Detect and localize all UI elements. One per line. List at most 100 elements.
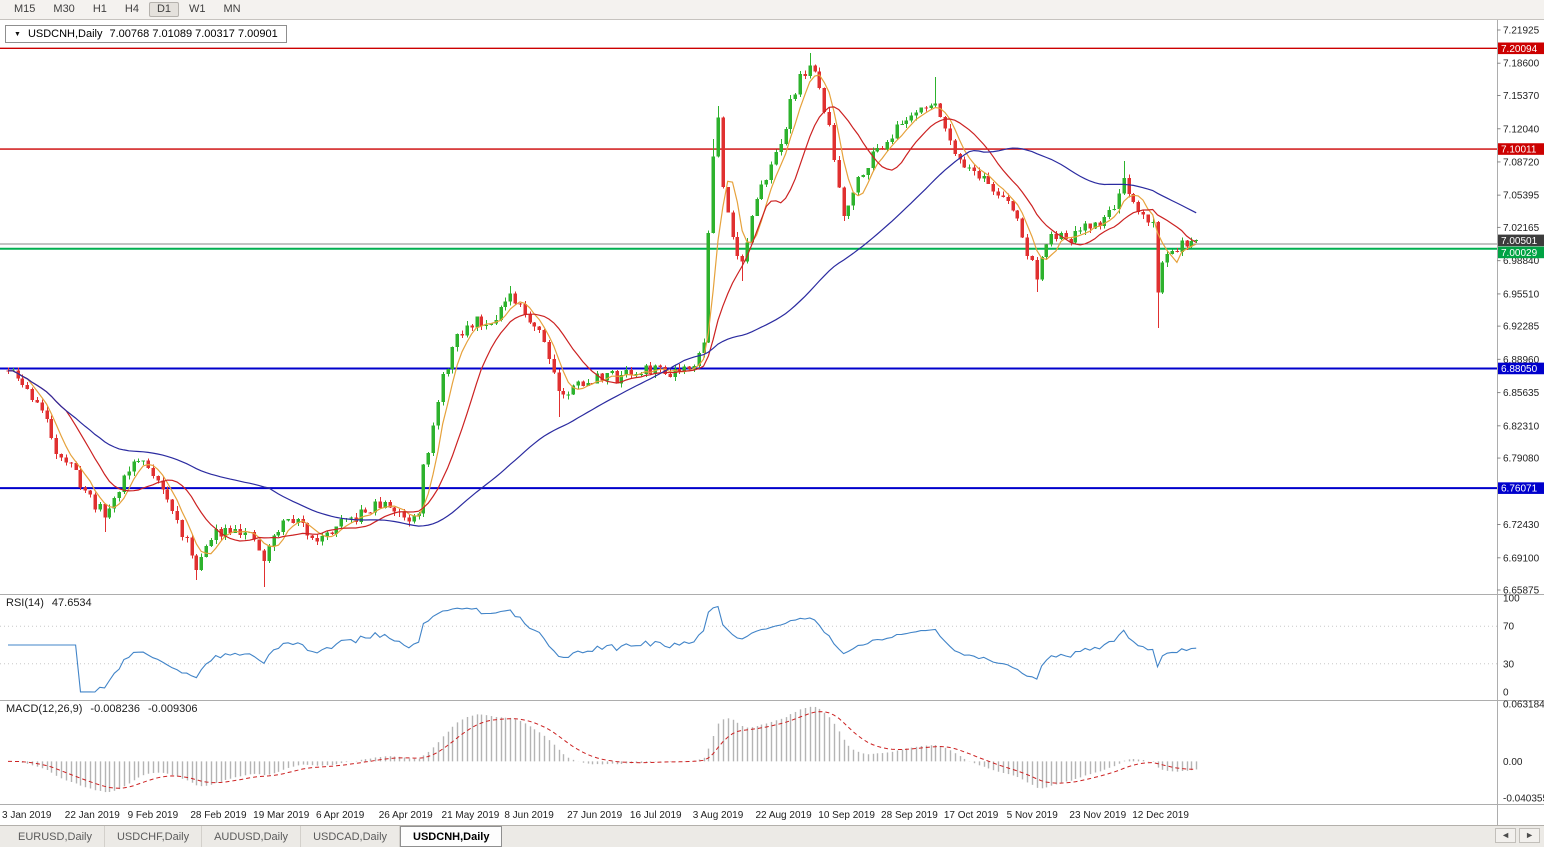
svg-text:6.98840: 6.98840: [1503, 256, 1540, 267]
svg-text:6.65875: 6.65875: [1503, 586, 1540, 597]
panel-separators: [0, 20, 1544, 825]
timeframe-button-d1[interactable]: D1: [148, 2, 179, 17]
svg-text:10 Sep 2019: 10 Sep 2019: [818, 810, 875, 821]
price-axis[interactable]: 7.21925 7.18600 7.15370 7.12040 7.08720 7.053…: [1497, 26, 1544, 597]
rsi-value: 47.6534: [51, 597, 92, 609]
price-badge-7.10011: 7.10011: [1498, 143, 1544, 156]
svg-text:19 Mar 2019: 19 Mar 2019: [253, 810, 310, 821]
svg-text:7.20094: 7.20094: [1501, 44, 1538, 55]
chart-title-box[interactable]: ▼ USDCNH,Daily 7.00768 7.01089 7.00317 7…: [5, 25, 287, 43]
tabs-scroll-right-button[interactable]: ►: [1519, 828, 1540, 843]
price-badge-6.76071: 6.76071: [1498, 482, 1544, 495]
svg-text:0: 0: [1503, 688, 1509, 699]
timeframe-button-w1[interactable]: W1: [189, 3, 206, 15]
chart-tabs: EURUSD,Daily USDCHF,Daily AUDUSD,Daily USDC…: [6, 826, 503, 847]
tabs-scroll-arrows: ◄ ►: [1495, 828, 1540, 843]
chart-ohlc-values: 7.00768 7.01089 7.00317 7.00901: [109, 28, 278, 40]
svg-text:7.02165: 7.02165: [1503, 223, 1540, 234]
svg-text:28 Feb 2019: 28 Feb 2019: [190, 810, 247, 821]
svg-text:7.18600: 7.18600: [1503, 59, 1540, 70]
svg-text:0.00: 0.00: [1503, 757, 1523, 768]
svg-text:3 Jan 2019: 3 Jan 2019: [2, 810, 52, 821]
ma-mid-line: [8, 106, 1197, 542]
svg-text:0.063184: 0.063184: [1503, 700, 1544, 711]
chart-dropdown-icon[interactable]: ▼: [14, 30, 21, 38]
candles-layer: [6, 53, 1198, 587]
svg-text:21 May 2019: 21 May 2019: [442, 810, 500, 821]
macd-indicator-label: MACD(12,26,9) -0.008236 -0.009306: [6, 703, 198, 715]
svg-text:6.82310: 6.82310: [1503, 421, 1540, 432]
svg-text:28 Sep 2019: 28 Sep 2019: [881, 810, 938, 821]
chart-area[interactable]: 7.21925 7.18600 7.15370 7.12040 7.08720 7.053…: [0, 20, 1544, 825]
svg-text:7.00029: 7.00029: [1501, 248, 1538, 259]
svg-text:3 Aug 2019: 3 Aug 2019: [693, 810, 744, 821]
chart-tabs-bar: EURUSD,Daily USDCHF,Daily AUDUSD,Daily USDC…: [0, 825, 1544, 847]
macd-signal-value: -0.009306: [147, 703, 198, 715]
svg-text:5 Nov 2019: 5 Nov 2019: [1007, 810, 1059, 821]
svg-text:23 Nov 2019: 23 Nov 2019: [1069, 810, 1126, 821]
rsi-line: [8, 605, 1197, 693]
ma-slow-line: [8, 147, 1197, 527]
timeframe-button-h4[interactable]: H4: [124, 3, 139, 15]
price-badge-7.00501: 7.00501: [1498, 234, 1544, 247]
svg-text:26 Apr 2019: 26 Apr 2019: [379, 810, 433, 821]
svg-text:12 Dec 2019: 12 Dec 2019: [1132, 810, 1189, 821]
timeframe-button-mn[interactable]: MN: [223, 3, 241, 15]
tabs-scroll-left-button[interactable]: ◄: [1495, 828, 1517, 843]
svg-text:6.79080: 6.79080: [1503, 454, 1540, 465]
svg-text:6.69100: 6.69100: [1503, 553, 1540, 564]
price-badge-6.88050: 6.88050: [1498, 362, 1544, 375]
svg-text:7.21925: 7.21925: [1503, 26, 1540, 37]
price-badge-7.20094: 7.20094: [1498, 42, 1544, 55]
svg-text:17 Oct 2019: 17 Oct 2019: [944, 810, 999, 821]
svg-text:6 Apr 2019: 6 Apr 2019: [316, 810, 365, 821]
macd-signal-line: [8, 711, 1197, 789]
time-axis[interactable]: 3 Jan 2019 22 Jan 2019 9 Feb 2019 28 Feb 20…: [2, 810, 1189, 821]
moving-averages-layer: [8, 74, 1197, 555]
macd-layer: [8, 706, 1198, 793]
svg-text:8 Jun 2019: 8 Jun 2019: [504, 810, 554, 821]
svg-text:-0.040355: -0.040355: [1503, 794, 1544, 805]
timeframe-button-m30[interactable]: M30: [53, 3, 75, 15]
svg-text:7.12040: 7.12040: [1503, 124, 1540, 135]
rsi-layer: [0, 605, 1497, 693]
svg-text:7.00501: 7.00501: [1501, 236, 1538, 247]
macd-value: -0.008236: [90, 703, 140, 715]
svg-text:70: 70: [1503, 622, 1515, 633]
chart-tab-usdcnh[interactable]: USDCNH,Daily: [400, 826, 503, 847]
svg-text:6.85635: 6.85635: [1503, 388, 1540, 399]
svg-text:6.72430: 6.72430: [1503, 520, 1540, 531]
svg-text:22 Jan 2019: 22 Jan 2019: [65, 810, 120, 821]
svg-text:6.92285: 6.92285: [1503, 322, 1540, 333]
svg-text:9 Feb 2019: 9 Feb 2019: [128, 810, 179, 821]
svg-text:27 Jun 2019: 27 Jun 2019: [567, 810, 622, 821]
chart-symbol-title: USDCNH,Daily: [27, 28, 103, 40]
svg-text:30: 30: [1503, 659, 1515, 670]
timeframe-button-m15[interactable]: M15: [14, 3, 36, 15]
svg-text:6.95510: 6.95510: [1503, 289, 1540, 300]
timeframe-button-h1[interactable]: H1: [92, 3, 107, 15]
svg-text:16 Jul 2019: 16 Jul 2019: [630, 810, 682, 821]
svg-text:7.05395: 7.05395: [1503, 191, 1540, 202]
rsi-indicator-label: RSI(14) 47.6534: [6, 597, 92, 609]
svg-text:7.08720: 7.08720: [1503, 157, 1540, 168]
svg-text:6.88050: 6.88050: [1501, 364, 1538, 375]
chart-tab-usdcad[interactable]: USDCAD,Daily: [301, 826, 401, 847]
indicator-scales[interactable]: 100 70 30 00.063184 0.00 -0.040355: [1503, 594, 1544, 805]
svg-text:7.15370: 7.15370: [1503, 91, 1540, 102]
rsi-name: RSI(14): [6, 597, 44, 609]
price-chart[interactable]: 7.21925 7.18600 7.15370 7.12040 7.08720 7.053…: [0, 20, 1544, 825]
svg-text:6.76071: 6.76071: [1501, 484, 1538, 495]
svg-text:7.10011: 7.10011: [1501, 145, 1537, 156]
chart-tab-usdchf[interactable]: USDCHF,Daily: [105, 826, 203, 847]
horizontal-lines-layer[interactable]: [0, 47, 1497, 490]
svg-text:22 Aug 2019: 22 Aug 2019: [755, 810, 812, 821]
svg-text:100: 100: [1503, 594, 1520, 605]
chart-tab-eurusd[interactable]: EURUSD,Daily: [6, 826, 105, 847]
chart-tab-audusd[interactable]: AUDUSD,Daily: [202, 826, 302, 847]
ma-fast-line: [8, 74, 1197, 555]
price-badge-7.00029: 7.00029: [1498, 246, 1544, 259]
macd-name: MACD(12,26,9): [6, 703, 83, 715]
timeframe-toolbar: M15 M30 H1 H4 D1 W1 MN: [0, 0, 1544, 20]
